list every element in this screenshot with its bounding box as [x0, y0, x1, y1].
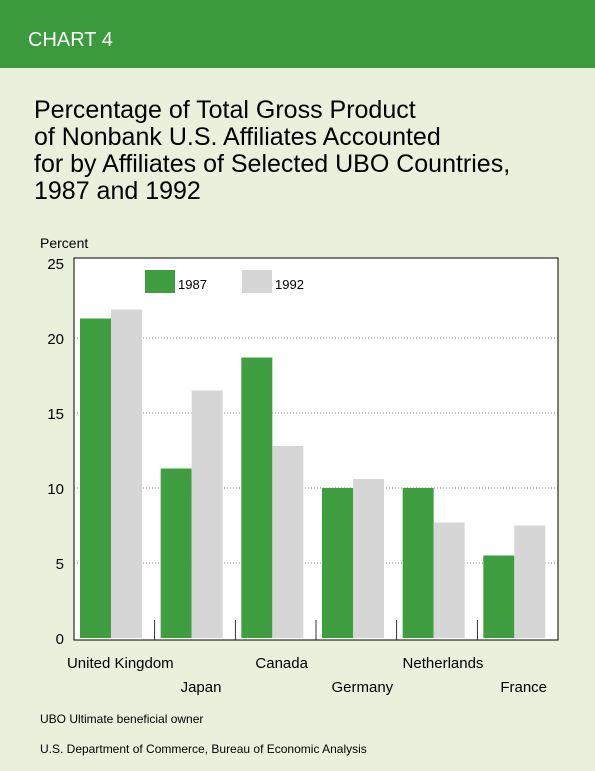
- y-axis-label: Percent: [40, 235, 88, 251]
- bar: [483, 555, 515, 638]
- chart-title: for by Affiliates of Selected UBO Countr…: [34, 150, 510, 178]
- legend-label: 1992: [275, 277, 304, 292]
- header-label: CHART 4: [28, 29, 113, 51]
- chart-title: 1987 and 1992: [34, 177, 201, 205]
- legend-label: 1987: [178, 277, 207, 292]
- y-tick-label: 10: [47, 481, 64, 498]
- bar: [322, 488, 353, 638]
- x-tick-label: Netherlands: [403, 655, 484, 672]
- y-tick-label: 25: [47, 256, 64, 273]
- header-band: [0, 0, 595, 68]
- x-tick-label: Japan: [181, 679, 222, 696]
- footnote: U.S. Department of Commerce, Bureau of E…: [40, 742, 367, 756]
- bar: [160, 468, 192, 638]
- bar: [514, 525, 546, 638]
- legend-swatch: [242, 270, 272, 293]
- bar: [272, 446, 304, 638]
- bar: [80, 318, 111, 638]
- chart-title: Percentage of Total Gross Product: [34, 96, 416, 124]
- bar: [111, 309, 142, 638]
- bar: [353, 479, 384, 638]
- x-tick-label: Canada: [255, 655, 308, 672]
- legend-swatch: [145, 270, 175, 293]
- x-tick-label: France: [500, 679, 547, 696]
- chart-title: of Nonbank U.S. Affiliates Accounted: [34, 123, 441, 151]
- footnote: UBO Ultimate beneficial owner: [40, 712, 203, 726]
- bar: [191, 390, 223, 638]
- x-tick-label: United Kingdom: [67, 655, 174, 672]
- y-tick-label: 5: [56, 556, 64, 573]
- y-tick-label: 0: [56, 631, 64, 648]
- y-tick-label: 15: [47, 406, 64, 423]
- y-tick-label: 20: [47, 331, 64, 348]
- bar: [433, 522, 465, 638]
- bar: [402, 488, 434, 638]
- x-tick-label: Germany: [331, 679, 393, 696]
- bar: [241, 357, 273, 638]
- plot-area: [73, 257, 559, 641]
